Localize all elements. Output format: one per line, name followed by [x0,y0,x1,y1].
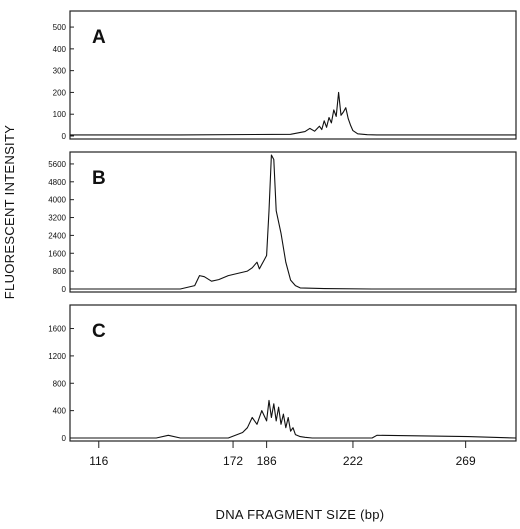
y-tick-label: 0 [62,132,67,141]
y-tick-label: 100 [53,110,67,119]
y-tick-label: 3200 [48,214,66,223]
panel-label: B [92,168,106,189]
y-tick-label: 400 [53,407,67,416]
y-tick-label: 1600 [48,249,66,258]
x-tick-label: 269 [456,454,476,468]
y-tick-label: 5600 [48,160,66,169]
panel-frame [69,304,517,442]
y-tick-label: 300 [53,67,67,76]
trace-c [70,399,517,439]
x-tick-label: 116 [89,454,108,468]
y-tick-label: 200 [53,88,67,97]
y-tick-label: 4800 [48,178,66,187]
x-tick-label: 172 [223,454,243,468]
panel-frame [69,10,517,140]
y-tick-label: 0 [62,285,67,294]
x-axis: 116 172 186 222 269 [89,441,476,468]
x-tick-label: 222 [343,454,363,468]
y-axis-title: FLUORESCENT INTENSITY [2,125,17,299]
y-tick-label: 400 [53,45,67,54]
y-tick-label: 1600 [48,325,66,334]
panel-a: 0 100 200 300 400 500 A [53,10,517,141]
x-axis-title: DNA FRAGMENT SIZE (bp) [216,507,385,522]
y-tick-label: 0 [62,434,67,443]
y-tick-label: 4000 [48,196,66,205]
y-tick-label: 2400 [48,231,66,240]
x-tick-label: 186 [257,454,277,468]
y-tick-label: 1200 [48,352,66,361]
panel-label: C [92,321,106,342]
y-tick-label: 500 [53,23,67,32]
panel-label: A [92,27,106,48]
y-tick-label: 800 [53,379,67,388]
panel-b: 0 800 1600 2400 3200 4000 4800 5600 B [48,151,517,294]
trace-b [70,154,516,290]
y-tick-label: 800 [53,267,67,276]
trace-a [70,91,516,136]
panel-c: 0 400 800 1200 1600 C [48,304,517,443]
panel-frame [69,151,517,293]
